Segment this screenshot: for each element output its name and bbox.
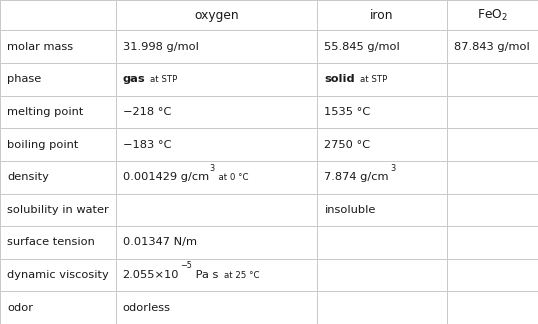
Text: −218 °C: −218 °C [123, 107, 171, 117]
Text: dynamic viscosity: dynamic viscosity [7, 270, 109, 280]
Text: 7.874 g/cm: 7.874 g/cm [324, 172, 389, 182]
Text: 2.055×10: 2.055×10 [123, 270, 179, 280]
Text: Pa s: Pa s [192, 270, 218, 280]
Text: melting point: melting point [7, 107, 83, 117]
Text: solubility in water: solubility in water [7, 205, 109, 215]
Text: solid: solid [324, 75, 355, 84]
Text: at 0 °C: at 0 °C [213, 173, 249, 182]
Text: 3: 3 [210, 164, 215, 173]
Text: 1535 °C: 1535 °C [324, 107, 371, 117]
Text: 87.843 g/mol: 87.843 g/mol [454, 42, 529, 52]
Text: phase: phase [7, 75, 41, 84]
Text: boiling point: boiling point [7, 140, 79, 150]
Text: oxygen: oxygen [194, 9, 239, 22]
Text: −5: −5 [180, 261, 192, 271]
Text: at 25 °C: at 25 °C [224, 271, 260, 280]
Text: at STP: at STP [150, 75, 178, 84]
Text: odorless: odorless [123, 303, 171, 313]
Text: 55.845 g/mol: 55.845 g/mol [324, 42, 400, 52]
Text: iron: iron [370, 9, 394, 22]
Text: at STP: at STP [360, 75, 387, 84]
Text: odor: odor [7, 303, 33, 313]
Text: 0.001429 g/cm: 0.001429 g/cm [123, 172, 209, 182]
Text: surface tension: surface tension [7, 237, 95, 248]
Text: 3: 3 [390, 164, 395, 173]
Text: 2750 °C: 2750 °C [324, 140, 371, 150]
Text: gas: gas [123, 75, 145, 84]
Text: 0.01347 N/m: 0.01347 N/m [123, 237, 197, 248]
Text: FeO$_2$: FeO$_2$ [477, 8, 508, 23]
Text: 31.998 g/mol: 31.998 g/mol [123, 42, 199, 52]
Text: −183 °C: −183 °C [123, 140, 171, 150]
Text: insoluble: insoluble [324, 205, 376, 215]
Text: density: density [7, 172, 49, 182]
Text: molar mass: molar mass [7, 42, 73, 52]
